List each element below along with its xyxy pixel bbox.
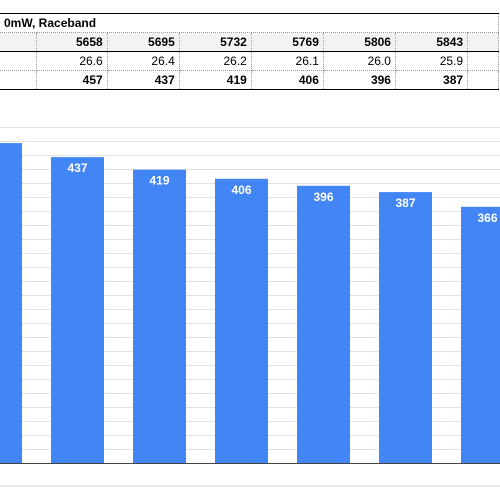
table-cell[interactable]: [0, 70, 37, 90]
bar[interactable]: [51, 157, 104, 463]
table-cell[interactable]: 26.1: [251, 51, 324, 71]
table-title[interactable]: 0mW, Raceband: [0, 13, 499, 33]
data-labels: 437 419 406 396 387 366: [67, 161, 497, 225]
table-cell[interactable]: 26.4: [107, 51, 180, 71]
bar[interactable]: [379, 192, 432, 463]
table-row: 26.6 26.4 26.2 26.1 26.0 25.9: [0, 51, 499, 71]
bar-data-label: 419: [149, 174, 169, 188]
header-cell[interactable]: [467, 32, 499, 52]
table-cell[interactable]: 419: [179, 70, 252, 90]
table-cell[interactable]: 26.2: [179, 51, 252, 71]
bar[interactable]: [297, 185, 350, 464]
header-cell[interactable]: 5843: [395, 32, 469, 52]
bar[interactable]: [133, 169, 186, 463]
bar-data-label: 406: [231, 183, 251, 197]
header-cell[interactable]: 5658: [36, 32, 108, 52]
table-cell[interactable]: 25.9: [395, 51, 469, 71]
header-row: 5658 5695 5732 5769 5806 5843: [0, 32, 499, 52]
table-cell[interactable]: 387: [395, 70, 469, 90]
header-cell[interactable]: 5695: [107, 32, 180, 52]
table-cell[interactable]: [0, 51, 37, 71]
table-cell[interactable]: 457: [36, 70, 108, 90]
header-cell[interactable]: [0, 32, 37, 52]
table-cell[interactable]: 26.6: [36, 51, 108, 71]
table-cell[interactable]: 437: [107, 70, 180, 90]
data-table: 0mW, Raceband 5658 5695 5732 5769 5806 5…: [0, 13, 499, 90]
table-title-row: 0mW, Raceband: [0, 13, 499, 33]
bar[interactable]: [215, 178, 268, 464]
bar-data-label: 366: [477, 211, 497, 225]
table-cell[interactable]: 406: [251, 70, 324, 90]
bar-data-label: 437: [67, 161, 87, 175]
table-cell[interactable]: [467, 51, 499, 71]
table-cell[interactable]: [467, 70, 499, 90]
bar[interactable]: [461, 206, 500, 464]
bar[interactable]: [0, 143, 22, 463]
bar-data-label: 387: [395, 196, 415, 210]
bar-data-label: 396: [313, 190, 333, 204]
bars: [0, 143, 500, 464]
header-cell[interactable]: 5806: [323, 32, 396, 52]
table-row: 457 437 419 406 396 387: [0, 70, 499, 90]
header-cell[interactable]: 5732: [179, 32, 252, 52]
header-cell[interactable]: 5769: [251, 32, 324, 52]
table-cell[interactable]: 396: [323, 70, 396, 90]
table-cell[interactable]: 26.0: [323, 51, 396, 71]
